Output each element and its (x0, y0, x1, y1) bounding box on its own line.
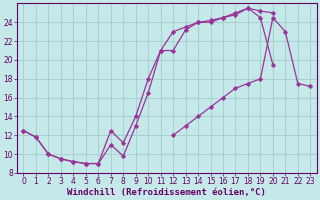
X-axis label: Windchill (Refroidissement éolien,°C): Windchill (Refroidissement éolien,°C) (68, 188, 266, 197)
